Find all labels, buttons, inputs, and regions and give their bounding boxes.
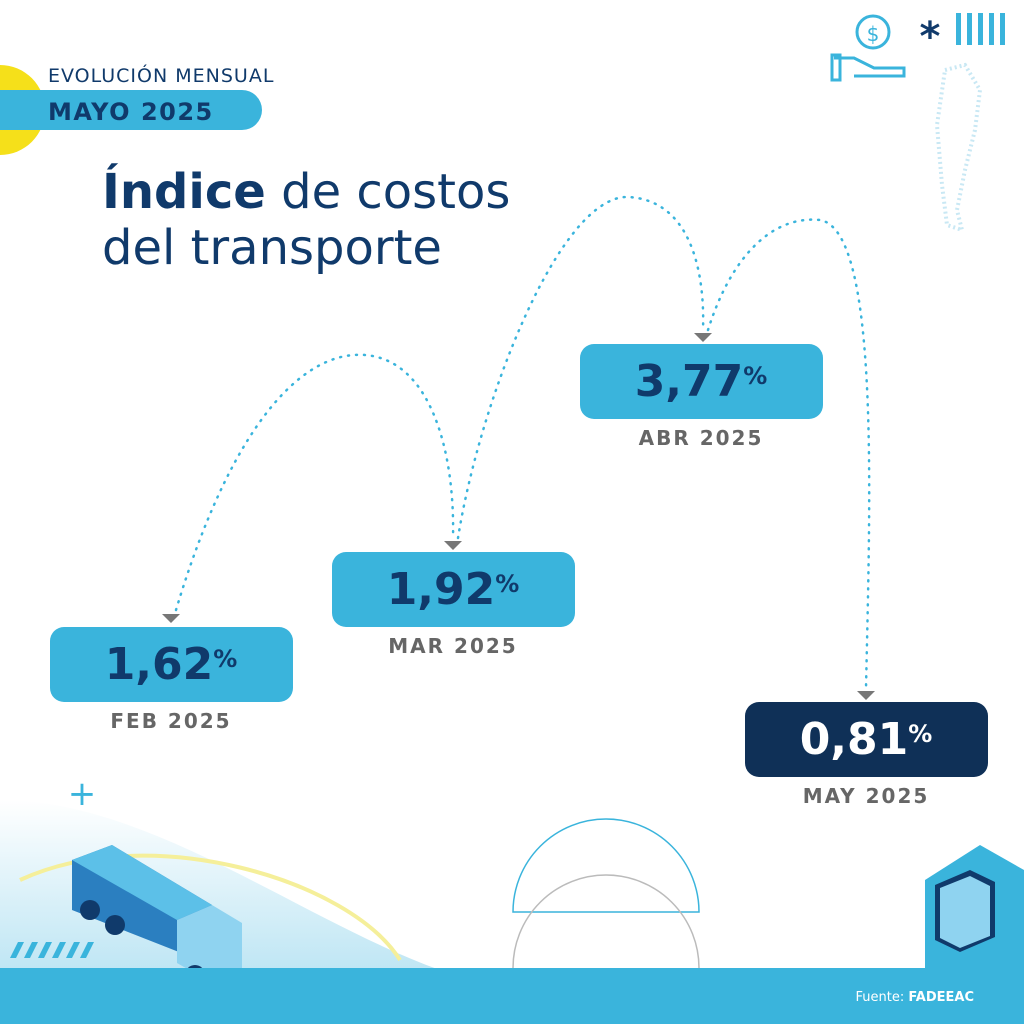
title-rest: de costos bbox=[281, 164, 510, 220]
arrowheads bbox=[162, 333, 875, 700]
period: MAYO 2025 bbox=[48, 98, 214, 126]
unit: % bbox=[908, 720, 932, 748]
value: 0,81 bbox=[800, 714, 909, 765]
period-label: ABR 2025 bbox=[639, 426, 764, 450]
warehouse-icon bbox=[925, 845, 1024, 970]
period-label: MAR 2025 bbox=[388, 634, 517, 658]
card-box bbox=[745, 702, 988, 777]
items: 1,62% FEB 2025 1,92% MAR 2025 3,77% ABR 2025 0… bbox=[50, 344, 988, 808]
value-text: 3,77% bbox=[635, 356, 768, 407]
footer-band bbox=[0, 968, 1024, 1024]
value-text: 0,81% bbox=[800, 714, 933, 765]
card-box bbox=[580, 344, 823, 419]
card-box bbox=[50, 627, 293, 702]
value: 3,77 bbox=[635, 356, 744, 407]
source-label: Fuente: bbox=[856, 990, 905, 1005]
value-text: 1,92% bbox=[387, 564, 520, 615]
semicircles bbox=[512, 818, 700, 969]
unit: % bbox=[495, 570, 519, 598]
value-card: 3,77% ABR 2025 bbox=[580, 344, 823, 450]
title-line-1: Índice de costos bbox=[102, 163, 510, 220]
source: Fuente: FADEEAC bbox=[856, 990, 974, 1005]
period-pill bbox=[0, 90, 262, 130]
money-icon bbox=[830, 14, 906, 82]
map-decor bbox=[934, 62, 983, 234]
period-label: FEB 2025 bbox=[110, 709, 231, 733]
value: 1,62 bbox=[105, 639, 214, 690]
plus-decor: + bbox=[68, 774, 97, 814]
value-card: 0,81% MAY 2025 bbox=[745, 702, 988, 808]
connectors bbox=[174, 195, 871, 690]
kicker: EVOLUCIÓN MENSUAL bbox=[48, 63, 274, 87]
stripes bbox=[10, 942, 94, 958]
value-text: 1,62% bbox=[105, 639, 238, 690]
source-name: FADEEAC bbox=[908, 990, 974, 1005]
unit: % bbox=[743, 362, 767, 390]
title-line-2: del transporte bbox=[102, 220, 442, 276]
dollar-sign: $ bbox=[867, 22, 880, 46]
bars-decor bbox=[956, 13, 1005, 45]
period-label: MAY 2025 bbox=[803, 784, 930, 808]
card-box bbox=[332, 552, 575, 627]
value-card: 1,62% FEB 2025 bbox=[50, 627, 293, 733]
title-bold: Índice bbox=[102, 163, 266, 220]
asterisk: * bbox=[920, 14, 941, 60]
unit: % bbox=[213, 645, 237, 673]
value-card: 1,92% MAR 2025 bbox=[332, 552, 575, 658]
value: 1,92 bbox=[387, 564, 496, 615]
